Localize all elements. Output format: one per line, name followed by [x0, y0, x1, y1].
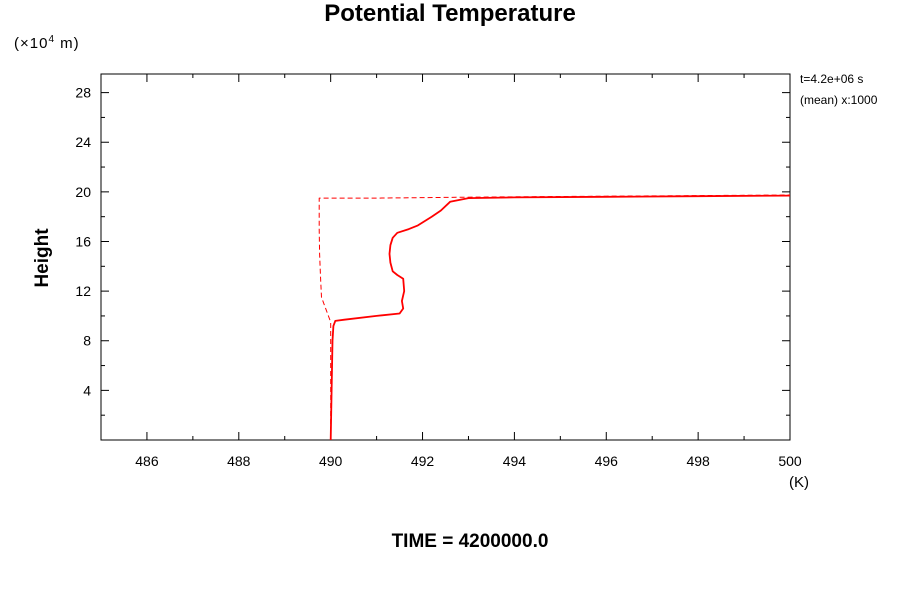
y-unit-prefix: (×10 [14, 35, 49, 52]
x-tick-label: 496 [595, 453, 619, 469]
y-tick-label: 16 [75, 233, 91, 249]
y-tick-label: 28 [75, 85, 91, 101]
y-tick-label: 12 [75, 283, 91, 299]
time-footer: TIME = 4200000.0 [391, 531, 549, 552]
x-tick-label: 490 [319, 453, 343, 469]
y-tick-label: 4 [83, 382, 91, 398]
plot-frame [100, 73, 791, 441]
x-tick-label: 498 [686, 453, 710, 469]
x-tick-label: 492 [411, 453, 435, 469]
x-tick-label: 488 [227, 453, 251, 469]
chart-title: Potential Temperature [324, 0, 576, 27]
y-tick-label: 8 [83, 333, 91, 349]
x-tick-label: 500 [778, 453, 802, 469]
y-unit-exponent: 4 [48, 34, 56, 45]
x-tick-label: 494 [503, 453, 527, 469]
y-axis-unit: (×104 m) [14, 34, 80, 52]
solid-profile-line [329, 194, 791, 441]
dashed-profile-line [318, 194, 791, 440]
y-tick-label: 20 [75, 184, 91, 200]
y-unit-suffix: m) [55, 35, 80, 52]
x-axis-unit: (K) [789, 474, 809, 491]
mean-annotation: (mean) x:1000 [800, 93, 878, 107]
x-tick-label: 486 [135, 453, 159, 469]
time-annotation: t=4.2e+06 s [800, 72, 864, 86]
y-tick-label: 24 [75, 134, 91, 150]
